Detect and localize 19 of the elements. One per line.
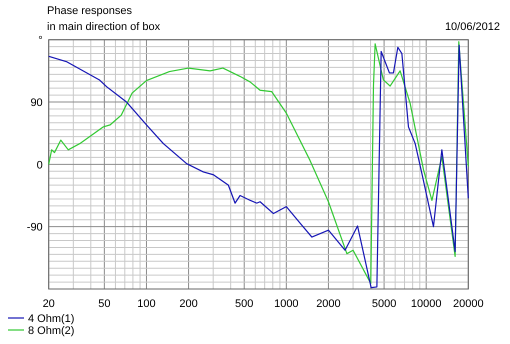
text: 10/06/2012 <box>444 21 500 33</box>
legend-label: 4 Ohm(1) <box>28 313 74 325</box>
y-tick-label: 0 <box>36 159 43 172</box>
y-tick-label: ° <box>38 34 43 47</box>
x-tick-label: 20000 <box>453 298 484 310</box>
x-tick-label: 1000 <box>274 298 299 310</box>
x-tick-label: 10000 <box>410 298 442 310</box>
chart-title: Phase responses <box>47 5 132 17</box>
x-tick-label: 100 <box>137 298 156 310</box>
y-tick-label: -90 <box>26 222 43 234</box>
x-tick-label: 200 <box>179 298 198 310</box>
x-tick-label: 500 <box>235 298 254 310</box>
x-tick-label: 20 <box>42 298 55 310</box>
x-tick-label: 50 <box>98 298 110 310</box>
y-tick-label: 90 <box>30 97 43 110</box>
legend-label: 8 Ohm(2) <box>28 325 74 337</box>
x-tick-label: 5000 <box>372 298 396 310</box>
x-tick-label: 2000 <box>316 298 341 310</box>
chart-subtitle: in main direction of box <box>47 21 161 33</box>
